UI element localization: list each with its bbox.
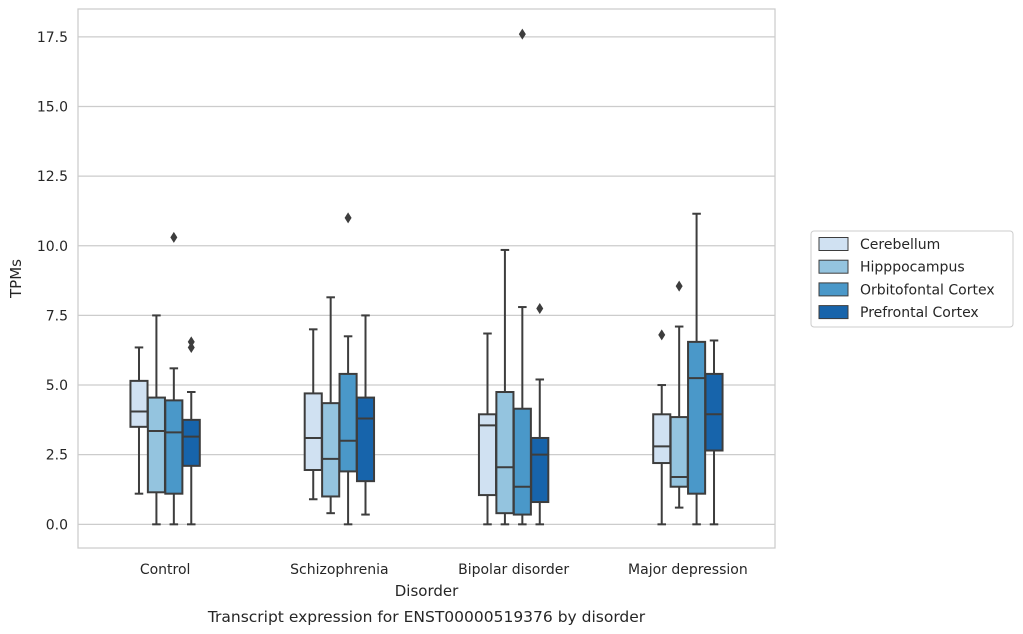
box-body xyxy=(129,379,149,428)
legend-label: Orbitofontal Cortex xyxy=(860,282,995,298)
box-1-0 xyxy=(303,328,323,501)
outlier-marker xyxy=(658,329,666,341)
box-body xyxy=(652,413,672,465)
box-0-2 xyxy=(164,231,184,526)
legend-label: Hipppocampus xyxy=(860,260,965,276)
box-body xyxy=(146,396,166,494)
plot-frame xyxy=(77,8,776,549)
box-1-1 xyxy=(321,296,341,515)
outlier-marker xyxy=(675,280,683,292)
box-2-0 xyxy=(477,332,498,526)
y-tick-label: 17.5 xyxy=(37,30,68,46)
box-1-3 xyxy=(355,314,376,516)
box-0-3 xyxy=(181,336,201,526)
box-2-3 xyxy=(530,302,550,526)
box-0-0 xyxy=(129,346,149,495)
x-tick-labels: Control Schizophrenia Bipolar disorder Majo… xyxy=(140,562,748,578)
box-body xyxy=(704,372,724,452)
box-series xyxy=(129,28,724,526)
legend: Cerebellum Hipppocampus Orbitofontal Corte… xyxy=(810,230,1014,328)
box-body xyxy=(355,396,376,483)
box-body xyxy=(495,391,515,515)
legend-label: Prefrontal Cortex xyxy=(860,305,979,321)
y-tick-label: 12.5 xyxy=(37,169,68,185)
legend-label: Cerebellum xyxy=(860,237,940,253)
x-tick-label: Major depression xyxy=(628,562,748,578)
outlier-marker xyxy=(344,212,352,224)
x-tick-label: Bipolar disorder xyxy=(458,562,569,578)
legend-swatch xyxy=(818,305,849,320)
box-0-1 xyxy=(146,314,166,526)
box-3-3 xyxy=(704,339,724,526)
x-tick-label: Schizophrenia xyxy=(290,562,388,578)
outlier-marker xyxy=(518,28,526,40)
y-tick-label: 5.0 xyxy=(46,378,68,394)
x-axis-label: Disorder xyxy=(395,582,459,600)
box-body xyxy=(303,392,323,472)
y-axis-label: TPMs xyxy=(7,259,25,299)
outlier-marker xyxy=(187,336,195,348)
outlier-marker xyxy=(187,341,195,353)
outlier-marker xyxy=(536,302,544,314)
box-body xyxy=(338,372,358,473)
y-tick-labels: 0.0 2.5 5.0 7.5 10.0 12.5 15.0 17.5 xyxy=(37,30,68,533)
box-1-2 xyxy=(338,212,358,526)
y-tick-label: 2.5 xyxy=(46,448,68,464)
figure-caption: Transcript expression for ENST0000051937… xyxy=(207,608,646,626)
y-tick-label: 7.5 xyxy=(46,308,68,324)
box-body xyxy=(181,418,201,467)
legend-swatch xyxy=(818,282,849,297)
y-tick-label: 15.0 xyxy=(37,99,68,115)
box-body xyxy=(512,407,532,516)
x-tick-label: Control xyxy=(140,562,191,578)
box-3-1 xyxy=(669,280,689,509)
legend-swatch xyxy=(818,259,849,274)
y-tick-label: 10.0 xyxy=(37,239,68,255)
legend-swatch xyxy=(818,237,849,251)
box-body xyxy=(164,399,184,495)
box-2-2 xyxy=(512,28,532,526)
outlier-marker xyxy=(170,231,178,243)
legend-frame xyxy=(810,230,1014,328)
y-tick-label: 0.0 xyxy=(46,517,68,533)
box-body xyxy=(687,340,707,495)
box-body xyxy=(321,402,341,498)
box-body xyxy=(530,436,550,504)
